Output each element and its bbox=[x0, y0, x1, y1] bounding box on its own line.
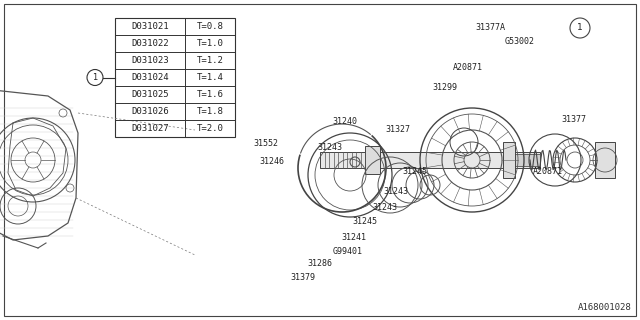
Bar bbox=[365, 146, 380, 174]
Text: 31299: 31299 bbox=[433, 84, 458, 92]
Text: 31552: 31552 bbox=[253, 140, 278, 148]
Text: A20871: A20871 bbox=[533, 167, 563, 177]
Text: D031023: D031023 bbox=[131, 56, 169, 65]
Text: 31240: 31240 bbox=[333, 117, 358, 126]
Text: T=1.0: T=1.0 bbox=[196, 39, 223, 48]
Text: D031024: D031024 bbox=[131, 73, 169, 82]
Bar bbox=[320, 152, 540, 168]
Bar bbox=[510, 154, 540, 166]
Text: T=1.4: T=1.4 bbox=[196, 73, 223, 82]
Text: 31327: 31327 bbox=[385, 125, 410, 134]
Text: 31246: 31246 bbox=[259, 157, 285, 166]
Text: 31377: 31377 bbox=[561, 116, 586, 124]
Text: D031027: D031027 bbox=[131, 124, 169, 133]
Text: D031022: D031022 bbox=[131, 39, 169, 48]
Text: T=0.8: T=0.8 bbox=[196, 22, 223, 31]
Text: 31243: 31243 bbox=[372, 204, 397, 212]
Text: D031025: D031025 bbox=[131, 90, 169, 99]
Text: 1: 1 bbox=[577, 23, 583, 33]
Text: T=1.6: T=1.6 bbox=[196, 90, 223, 99]
Text: G99401: G99401 bbox=[333, 247, 363, 257]
Text: G53002: G53002 bbox=[505, 37, 535, 46]
Text: D031026: D031026 bbox=[131, 107, 169, 116]
Text: 31379: 31379 bbox=[291, 274, 316, 283]
Text: A20871: A20871 bbox=[453, 63, 483, 73]
Text: 31377A: 31377A bbox=[475, 23, 505, 33]
Bar bbox=[595, 142, 615, 178]
Text: 31245: 31245 bbox=[353, 218, 378, 227]
Text: 31243: 31243 bbox=[317, 143, 342, 153]
Text: 31243: 31243 bbox=[383, 188, 408, 196]
Bar bbox=[115, 18, 235, 137]
Text: 31241: 31241 bbox=[342, 234, 367, 243]
Text: 31286: 31286 bbox=[307, 260, 333, 268]
Bar bbox=[503, 142, 515, 178]
Text: T=1.8: T=1.8 bbox=[196, 107, 223, 116]
Text: 1: 1 bbox=[92, 73, 98, 82]
Text: D031021: D031021 bbox=[131, 22, 169, 31]
Text: 31245: 31245 bbox=[403, 167, 428, 177]
Text: T=1.2: T=1.2 bbox=[196, 56, 223, 65]
Text: A168001028: A168001028 bbox=[579, 303, 632, 312]
Text: T=2.0: T=2.0 bbox=[196, 124, 223, 133]
